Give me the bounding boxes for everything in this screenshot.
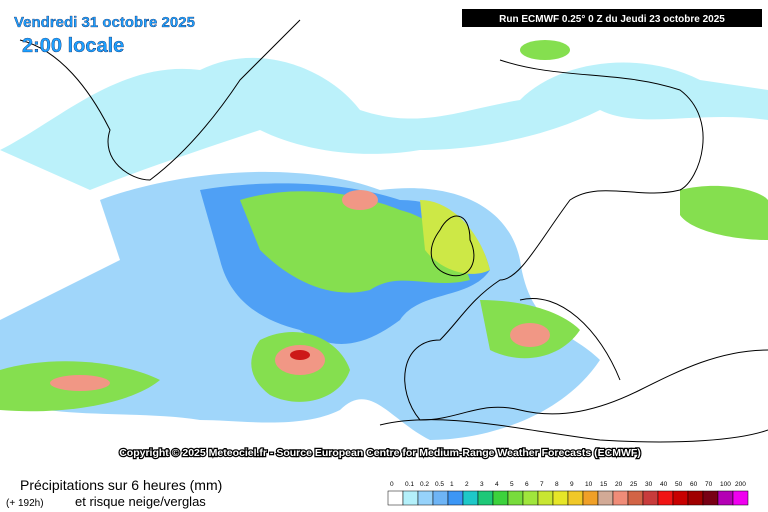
legend-swatch (537, 490, 554, 506)
coast (379, 419, 768, 443)
legend-swatch (657, 490, 674, 506)
legend-label: 60 (690, 481, 698, 488)
legend-label: 15 (600, 481, 608, 488)
legend-swatch (672, 490, 689, 506)
legend-swatch (492, 490, 509, 506)
rain-core (510, 323, 550, 347)
legend-swatch (387, 490, 404, 506)
legend-label: 0 (390, 481, 394, 488)
legend-label: 4 (495, 481, 499, 488)
legend-swatch (552, 490, 569, 506)
legend-label: 2 (465, 481, 469, 488)
footer-title: Précipitations sur 6 heures (mm) (20, 477, 222, 493)
rain-area (240, 191, 470, 293)
legend-swatch (447, 490, 464, 506)
rain-core (50, 375, 110, 391)
legend-label: 5 (510, 481, 514, 488)
legend-label: 10 (585, 481, 593, 488)
legend-label: 0.5 (435, 481, 444, 488)
legend-swatch (582, 490, 599, 506)
legend-label: 200 (735, 481, 746, 488)
legend-swatch (687, 490, 704, 506)
legend-swatch (642, 490, 659, 506)
legend-swatch (567, 490, 584, 506)
footer-lead: (+ 192h) (6, 498, 44, 509)
legend-label: 30 (645, 481, 653, 488)
legend-label: 8 (555, 481, 559, 488)
time: 2:00 locale (22, 35, 124, 57)
legend-swatch (717, 490, 734, 506)
legend-swatch (627, 490, 644, 506)
legend-label: 0.2 (420, 481, 429, 488)
run-info: Run ECMWF 0.25° 0 Z du Jeudi 23 octobre … (499, 14, 725, 25)
precipitation (0, 40, 768, 441)
coast (519, 298, 621, 381)
rain-area (0, 57, 768, 190)
legend-label: 70 (705, 481, 713, 488)
legend-swatch (522, 490, 539, 506)
legend-swatch (507, 490, 524, 506)
coast (19, 19, 301, 181)
run-box (462, 9, 762, 27)
legend-label: 7 (540, 481, 544, 488)
date: Vendredi 31 octobre 2025 (14, 14, 195, 31)
coast (404, 59, 768, 421)
legend-label: 9 (570, 481, 574, 488)
legend-label: 100 (720, 481, 731, 488)
legend-swatch (597, 490, 614, 506)
legend-label: 25 (630, 481, 638, 488)
legend-swatch (732, 490, 749, 506)
legend-label: 3 (480, 481, 484, 488)
footer-subtitle: et risque neige/verglas (75, 494, 206, 509)
legend-label: 6 (525, 481, 529, 488)
legend-swatch (702, 490, 719, 506)
legend-label: 40 (660, 481, 668, 488)
legend-swatch (477, 490, 494, 506)
legend-label: 1 (450, 481, 454, 488)
coast (430, 215, 475, 277)
legend: 0 0.1 0.2 0.5 1 2 3 4 5 6 7 8 9 10 15 20 25 30 40 50 60 70 100… (387, 481, 749, 506)
rain-area (680, 185, 768, 240)
legend-label: 50 (675, 481, 683, 488)
legend-swatch (402, 490, 419, 506)
legend-label: 20 (615, 481, 623, 488)
legend-swatch (432, 490, 449, 506)
coastlines (19, 19, 768, 443)
rain-core (520, 40, 570, 60)
legend-label: 0.1 (405, 481, 414, 488)
legend-swatch (462, 490, 479, 506)
copyright: Copyright © 2025 Meteociel.fr - Source E… (119, 447, 641, 459)
rain-core (290, 350, 310, 360)
legend-swatch (612, 490, 629, 506)
rain-area (420, 200, 490, 274)
rain-core (342, 190, 378, 210)
legend-swatch (417, 490, 434, 506)
